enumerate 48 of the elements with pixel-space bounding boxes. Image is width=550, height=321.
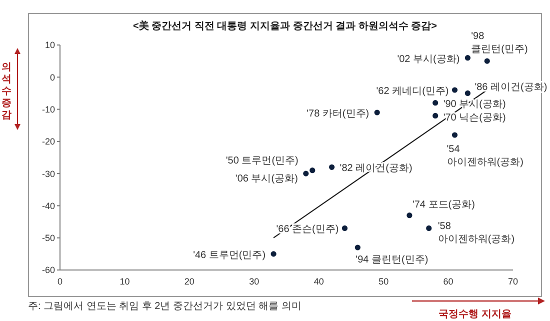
y-tick-label: -30 [42,168,55,179]
x-tick-label: 70 [508,276,518,286]
annotation: '62 케네디(민주) [376,86,449,97]
point [452,132,458,138]
point [426,225,432,232]
x-tick-label: 40 [314,276,324,286]
annotation: '58 아이젠하워(공화) [438,221,515,246]
annotation: '50 트루먼(민주) [226,155,298,166]
x-tick-label: 30 [249,276,260,286]
annotation: '86 레이건(공화) [474,82,548,94]
text: 주: 그림에서 연도는 취임 후 2년 중간선거가 있었던 해를 의미 [28,300,302,313]
point [464,55,470,61]
y-tick-label: -20 [42,136,55,147]
x-tick-label: 20 [184,276,194,286]
point [432,100,438,106]
annotation: '06 부시(공화) [235,174,298,185]
point [464,90,470,96]
point [374,110,380,116]
point [303,170,309,176]
point [270,251,276,257]
y-tick-label: -40 [42,200,55,211]
annotation: '46 트루먼(민주) [193,250,266,261]
annotation: '02 부시(공화) [397,54,460,65]
x-tick-label: 50 [378,276,389,286]
point [342,225,348,232]
y-tick-label: -10 [42,104,55,114]
point [432,112,438,119]
y-axis-title: 의석수 증감 [0,62,12,122]
y-tick-label: -60 [42,265,55,276]
point [329,164,335,170]
point [452,87,458,93]
x-tick-label: 10 [120,276,130,286]
point [484,58,490,64]
x-tick-label: 60 [443,276,454,286]
point [406,212,412,218]
y-tick-label: 0 [50,72,55,82]
annotation: '98 클린턴(민주) [471,31,528,56]
x-axis-title: 국정수행 지지율 [438,308,512,321]
annotation: '94 클린턴(민주) [356,254,428,266]
y-tick-label: -50 [42,233,55,244]
annotation: '54 아이젠하워(공화) [446,144,524,168]
annotation: '78 카터(민주) [306,108,370,120]
point [354,244,360,250]
y-tick-label: 10 [44,40,55,50]
annotation: '74 포드(공화) [412,199,475,210]
x-tick-label: 0 [57,276,63,286]
point [310,168,316,174]
chart-title: <美 중간선거 직전 대통령 지지율과 중간선거 결과 하원의석수 증감> [132,19,438,33]
